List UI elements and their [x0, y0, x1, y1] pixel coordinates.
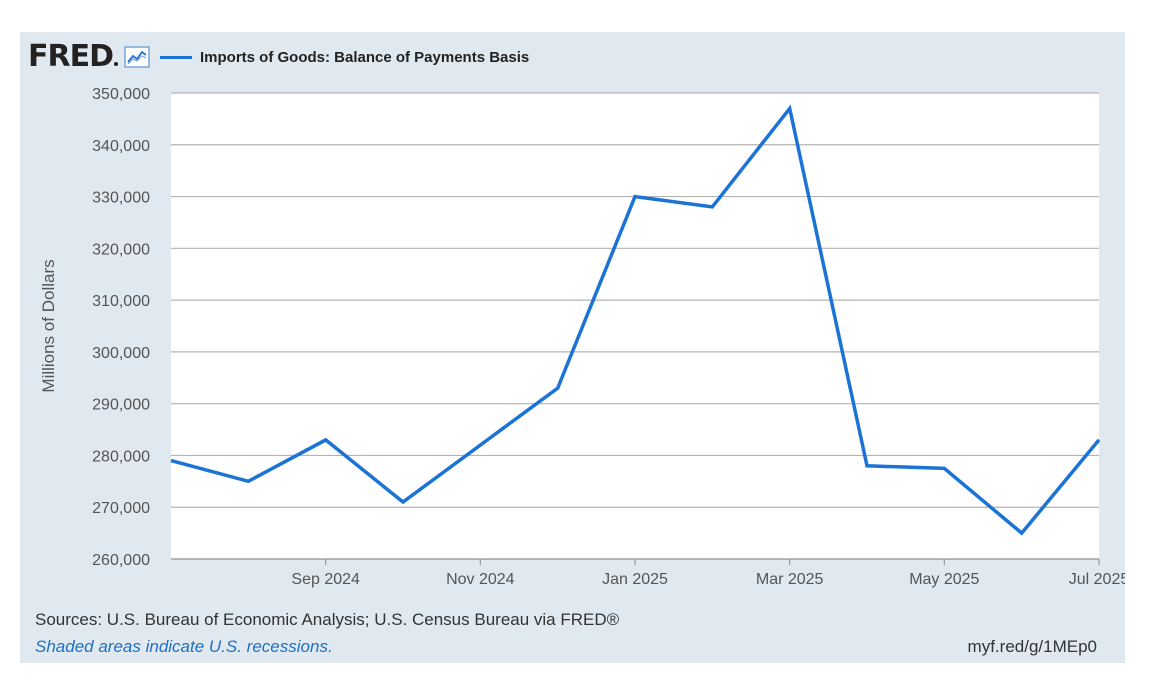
line-chart: 260,000 270,000 280,000 290,000 300,000 310,0… [39, 86, 1125, 588]
recession-note: Shaded areas indicate U.S. recessions. [35, 637, 333, 656]
x-tick-label: May 2025 [909, 571, 979, 588]
y-tick-label: 320,000 [92, 241, 150, 258]
sources-text: Sources: U.S. Bureau of Economic Analysi… [35, 610, 620, 629]
series-line [170, 104, 1101, 536]
y-tick-label: 290,000 [92, 397, 150, 414]
y-tick-label: 280,000 [92, 448, 150, 465]
line-chart-icon[interactable] [124, 46, 150, 68]
y-axis-label: Millions of Dollars [39, 259, 58, 392]
y-tick-label: 330,000 [92, 190, 150, 207]
y-tick-label: 340,000 [92, 138, 150, 155]
plot-area [171, 93, 1099, 559]
short-link[interactable]: myf.red/g/1MEp0 [967, 637, 1097, 656]
legend-swatch [160, 55, 192, 59]
x-axis: Sep 2024 Nov 2024 Jan 2025 Mar 2025 May 2025… [171, 558, 1125, 588]
x-tick-label: Jul 2025 [1069, 571, 1125, 588]
y-tick-label: 260,000 [92, 552, 150, 569]
y-axis: 260,000 270,000 280,000 290,000 300,000 310,0… [92, 86, 150, 569]
y-tick-label: 270,000 [92, 500, 150, 517]
x-tick-label: Jan 2025 [602, 571, 668, 588]
y-tick-label: 310,000 [92, 293, 150, 310]
x-tick-label: Nov 2024 [446, 571, 515, 588]
x-tick-label: Sep 2024 [291, 571, 360, 588]
series-group [170, 104, 1101, 536]
y-tick-label: 300,000 [92, 345, 150, 362]
fred-logo[interactable]: FRED [28, 42, 118, 72]
chart-panel: FRED Imports of Goods: Balance of Paymen… [20, 32, 1125, 663]
y-tick-label: 350,000 [92, 86, 150, 103]
x-tick-label: Mar 2025 [756, 571, 824, 588]
legend-label: Imports of Goods: Balance of Payments Ba… [200, 48, 530, 66]
chart-header: FRED Imports of Goods: Balance of Paymen… [28, 40, 529, 74]
